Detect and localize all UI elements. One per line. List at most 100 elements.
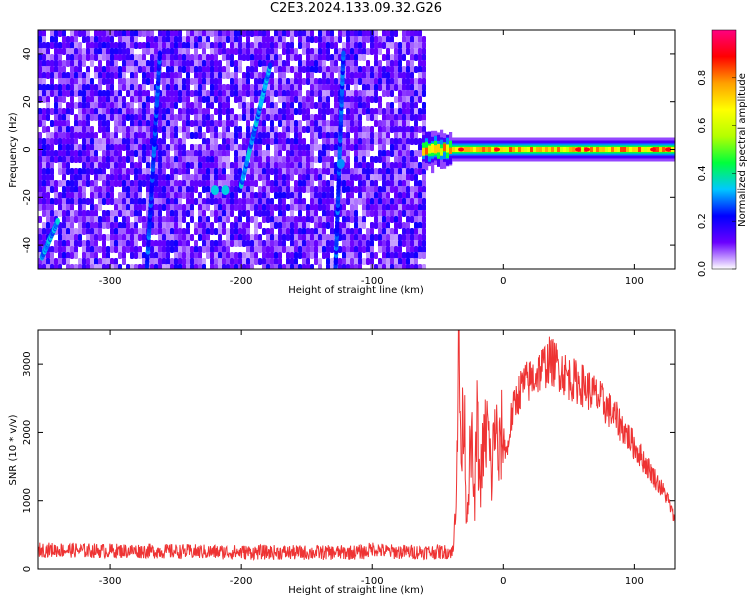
heatmap-cell [130,168,134,175]
heatmap-cell [242,48,246,55]
heatmap-cell [38,42,42,49]
heatmap-cell [318,216,322,223]
heatmap-cell [354,120,358,127]
heatmap-cell [342,30,346,37]
heatmap-cell [366,192,370,199]
heatmap-cell [110,42,114,49]
heatmap-cell [402,96,406,103]
heatmap-cell [270,48,274,55]
heatmap-cell [106,186,110,193]
heatmap-cell [230,42,234,49]
heatmap-cell [54,240,58,247]
heatmap-cell [362,246,366,253]
heatmap-cell [278,192,282,199]
heatmap-cell [146,186,150,193]
heatmap-cell [110,36,114,43]
heatmap-cell [298,84,302,91]
heatmap-band-cell [503,147,507,152]
heatmap-cell [146,138,150,145]
heatmap-cell [346,30,350,37]
heatmap-cell [290,186,294,193]
heatmap-cell [422,234,426,241]
heatmap-cell [182,138,186,145]
heatmap-cell [90,36,94,43]
heatmap-cell [166,108,170,115]
heatmap-cell [82,186,86,193]
heatmap-cell [46,210,50,217]
heatmap-cell [198,228,202,235]
heatmap-cell [382,228,386,235]
heatmap-cell [246,186,250,193]
heatmap-cell [94,132,98,139]
heatmap-cell [302,114,306,121]
heatmap-cell [142,126,146,133]
heatmap-cell [366,150,370,157]
heatmap-cell [270,222,274,229]
heatmap-cell [406,264,410,269]
spectrogram-y-tick-label: 40 [22,48,33,61]
heatmap-cell [150,42,154,49]
heatmap-cell [110,258,114,265]
heatmap-cell [186,150,190,157]
heatmap-cell [398,132,402,139]
heatmap-cell [286,114,290,121]
heatmap-cell [254,54,258,61]
heatmap-cell [354,36,358,43]
heatmap-cell [110,174,114,181]
heatmap-cell [118,246,122,253]
heatmap-cell [362,84,366,91]
heatmap-cell [406,66,410,73]
heatmap-cell [182,252,186,259]
heatmap-cell [378,222,382,229]
heatmap-cell [54,120,58,127]
heatmap-cell [402,48,406,55]
heatmap-cell [418,96,422,103]
heatmap-cell [306,180,310,187]
heatmap-cell [78,258,82,265]
heatmap-cell [162,42,166,49]
heatmap-cell [174,60,178,67]
heatmap-cell [306,72,310,79]
heatmap-cell [370,156,374,163]
heatmap-cell [214,72,218,79]
heatmap-cell [102,252,106,259]
heatmap-band-cell [539,147,543,152]
heatmap-cell [246,174,250,181]
heatmap-cell [362,150,366,157]
heatmap-cell [310,240,314,247]
heatmap-cell [38,168,42,175]
heatmap-cell [258,258,262,265]
heatmap-cell [298,246,302,253]
heatmap-cell [278,78,282,85]
heatmap-cell [294,186,298,193]
heatmap-cell [402,162,406,169]
heatmap-cell [66,240,70,247]
heatmap-band-cell [470,147,474,152]
heatmap-cell [322,168,326,175]
heatmap-cell [166,42,170,49]
heatmap-cell [190,132,194,139]
heatmap-cell [258,234,262,241]
heatmap-cell [262,210,266,217]
heatmap-cell [42,60,46,67]
heatmap-cell [202,132,206,139]
heatmap-cell [410,114,414,121]
heatmap-cell [218,258,222,265]
heatmap-cell [174,174,178,181]
heatmap-cell [382,54,386,61]
heatmap-cell [70,36,74,43]
heatmap-cell [282,60,286,67]
heatmap-cell [70,66,74,73]
heatmap-cell [230,138,234,145]
heatmap-cell [90,264,94,269]
heatmap-cell [290,258,294,265]
heatmap-cell [350,54,354,61]
heatmap-cell [202,210,206,217]
heatmap-cell [398,126,402,133]
heatmap-cell [226,120,230,127]
heatmap-cell [318,132,322,139]
heatmap-cell [66,258,70,265]
heatmap-cell [182,48,186,55]
heatmap-cell [334,108,338,115]
heatmap-cell [282,246,286,253]
